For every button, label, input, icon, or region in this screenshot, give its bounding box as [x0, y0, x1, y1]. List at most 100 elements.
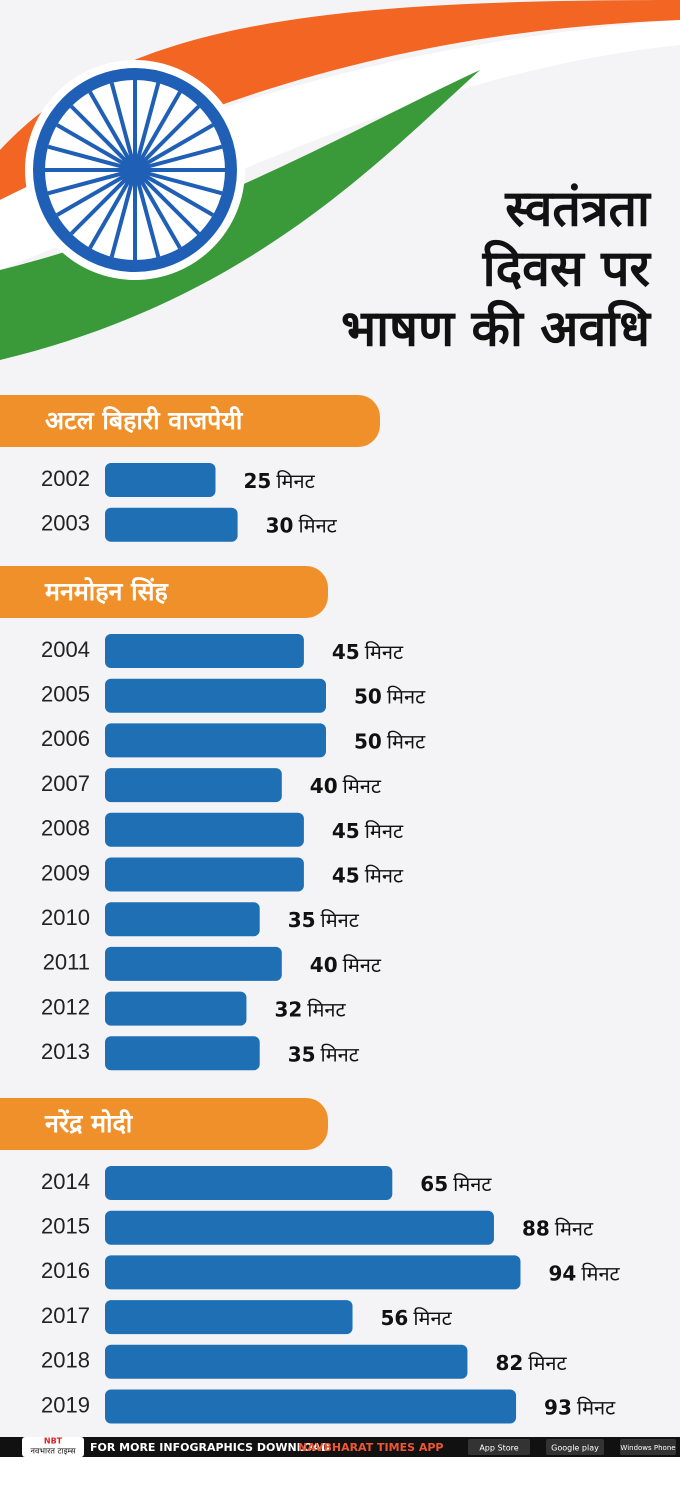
category-label: 2016	[41, 1258, 90, 1283]
value-label: 35 मिनट	[288, 1042, 360, 1066]
unit: मिनट	[343, 952, 382, 976]
spoke	[133, 104, 201, 172]
bar	[105, 1166, 393, 1200]
value: 45	[332, 640, 360, 664]
bar	[105, 1255, 521, 1290]
title: स्वतंत्रतादिवस परभाषण की अवधि	[341, 180, 652, 358]
category-label: 2018	[41, 1348, 90, 1373]
value-label: 94 मिनट	[548, 1261, 620, 1285]
unit: मिनट	[321, 1042, 360, 1066]
group-header	[0, 395, 380, 447]
value-label: 40 मिनट	[310, 952, 382, 976]
group-name: अटल बिहारी वाजपेयी	[45, 406, 244, 435]
value-label: 82 मिनट	[495, 1350, 567, 1374]
value: 94	[548, 1261, 576, 1285]
value: 93	[544, 1395, 572, 1419]
store[interactable]: App Store	[479, 1444, 518, 1453]
unit: मिनट	[298, 513, 337, 537]
spoke	[134, 144, 223, 172]
footer-text: FOR MORE INFOGRAPHICS DOWNLOAD	[90, 1441, 330, 1454]
saffron-stripe	[0, 0, 680, 200]
unit: मिनट	[387, 729, 426, 753]
value: 35	[288, 908, 316, 932]
unit: मिनट	[528, 1350, 567, 1374]
category-label: 2006	[41, 726, 90, 751]
spoke	[88, 91, 137, 172]
spoke	[134, 123, 214, 172]
category-label: 2017	[41, 1303, 90, 1328]
category-label: 2010	[41, 905, 90, 930]
spoke	[133, 91, 182, 172]
unit: मिनट	[365, 640, 404, 664]
spoke	[134, 168, 223, 196]
category-label: 2008	[41, 816, 90, 841]
unit: मिनट	[365, 818, 404, 842]
store[interactable]: Google play	[551, 1444, 599, 1453]
value-label: 45 मिनट	[332, 863, 404, 887]
footer-logo: NBT	[44, 1437, 63, 1446]
footer: NBT नवभारत टाइम्स FOR MORE INFOGRAPHICS …	[0, 1437, 680, 1457]
spoke	[133, 168, 201, 236]
store[interactable]: Windows Phone	[620, 1444, 675, 1452]
unit: मिनट	[365, 863, 404, 887]
unit: मिनट	[321, 908, 360, 932]
unit: मिनट	[307, 997, 346, 1021]
value: 30	[266, 513, 294, 537]
value: 88	[522, 1216, 550, 1240]
unit: मिनट	[276, 469, 315, 493]
footer-app: NAVBHARAT TIMES APP	[298, 1441, 444, 1454]
spoke	[88, 169, 137, 249]
group-name: नरेंद्र मोदी	[44, 1109, 134, 1138]
spoke	[69, 104, 137, 172]
bar	[105, 902, 260, 937]
value-label: 88 मिनट	[522, 1216, 594, 1240]
category-label: 2003	[41, 511, 90, 536]
value: 40	[310, 774, 338, 798]
bar	[105, 857, 304, 892]
value-label: 45 मिनट	[332, 640, 404, 664]
unit: मिनट	[413, 1306, 452, 1330]
bar	[105, 678, 326, 713]
value-label: 32 मिनट	[274, 997, 346, 1021]
bar	[105, 812, 304, 847]
bar	[105, 1036, 260, 1071]
category-label: 2009	[41, 860, 90, 885]
value-label: 65 मिनट	[420, 1172, 492, 1196]
category-label: 2019	[41, 1392, 90, 1417]
value-label: 30 मिनट	[266, 513, 338, 537]
bar	[105, 634, 304, 668]
bar	[105, 1389, 517, 1424]
unit: मिनट	[343, 774, 382, 798]
value-label: 25 मिनट	[244, 469, 316, 493]
unit: मिनट	[453, 1172, 492, 1196]
category-label: 2011	[43, 950, 90, 975]
category-label: 2015	[41, 1214, 90, 1239]
value: 45	[332, 863, 360, 887]
value-label: 93 मिनट	[544, 1395, 616, 1419]
value-label: 40 मिनट	[310, 774, 382, 798]
value-label: 50 मिनट	[354, 684, 426, 708]
spoke	[134, 168, 214, 217]
value: 32	[274, 997, 302, 1021]
spoke	[133, 82, 161, 171]
spoke	[109, 82, 137, 171]
unit: मिनट	[387, 684, 426, 708]
spoke	[56, 168, 136, 217]
bar	[105, 463, 216, 497]
spoke	[133, 169, 182, 249]
value: 50	[354, 729, 382, 753]
bar	[105, 723, 326, 758]
bar	[105, 768, 282, 803]
title-line: दिवस पर	[482, 240, 652, 298]
category-label: 2004	[41, 637, 90, 662]
spoke	[47, 144, 136, 172]
category-label: 2012	[41, 994, 90, 1019]
unit: मिनट	[577, 1395, 616, 1419]
title-line: भाषण की अवधि	[341, 300, 652, 358]
value-label: 56 मिनट	[381, 1306, 453, 1330]
bar	[105, 1210, 494, 1245]
value: 50	[354, 684, 382, 708]
value: 35	[288, 1042, 316, 1066]
group-header	[0, 1098, 328, 1150]
